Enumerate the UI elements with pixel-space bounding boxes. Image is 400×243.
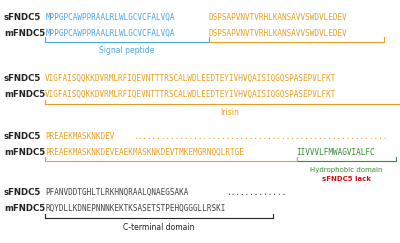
Text: PFANVDDTGHLTLRKHNQRAALQNAEGSAKA: PFANVDDTGHLTLRKHNQRAALQNAEGSAKA [45, 188, 188, 198]
Text: mFNDC5: mFNDC5 [4, 204, 45, 213]
Text: Signal peptide: Signal peptide [99, 45, 155, 55]
Text: DSPSAPVNVTVRHLKANSAVVSWDVLEDEV: DSPSAPVNVTVRHLKANSAVVSWDVLEDEV [209, 13, 348, 22]
Text: RQYDLLKDNEPNNNKEKTKSASETSTPEHQGGGLLRSKI: RQYDLLKDNEPNNNKEKTKSASETSTPEHQGGGLLRSKI [45, 204, 226, 213]
Text: Hydrophobic domain: Hydrophobic domain [310, 167, 383, 173]
Text: sFNDC5: sFNDC5 [4, 13, 41, 22]
Text: .............: ............. [226, 188, 286, 198]
Text: mFNDC5: mFNDC5 [4, 29, 45, 38]
Text: Irisin: Irisin [220, 108, 239, 117]
Text: sFNDC5: sFNDC5 [4, 188, 41, 198]
Text: mFNDC5: mFNDC5 [4, 90, 45, 99]
Text: mFNDC5: mFNDC5 [4, 148, 45, 157]
Text: IIVVVLFMWAGVIALFC: IIVVVLFMWAGVIALFC [297, 148, 375, 157]
Text: PREAEKMASKNKDEVEAEKMASKNKDEVTMKEMGRNQQLRTGE: PREAEKMASKNKDEVEAEKMASKNKDEVTMKEMGRNQQLR… [45, 148, 244, 157]
Text: VIGFAISQQKKDVRMLRFIQEVNTTTRSCALWDLEEDTEYIVHVQAISIQGQSPASEPVLFKT: VIGFAISQQKKDVRMLRFIQEVNTTTRSCALWDLEEDTEY… [45, 90, 336, 99]
Text: .......................................................: ........................................… [133, 132, 387, 141]
Text: MPPGPCAWPPRAALRLWLGCVCFALVQA: MPPGPCAWPPRAALRLWLGCVCFALVQA [45, 29, 175, 38]
Text: sFNDC5 lack: sFNDC5 lack [322, 176, 371, 182]
Text: DSPSAPVNVTVRHLKANSAVVSWDVLEDEV: DSPSAPVNVTVRHLKANSAVVSWDVLEDEV [209, 29, 348, 38]
Text: sFNDC5: sFNDC5 [4, 74, 41, 83]
Text: C-terminal domain: C-terminal domain [124, 224, 195, 233]
Text: PREAEKMASKNKDEV: PREAEKMASKNKDEV [45, 132, 114, 141]
Text: sFNDC5: sFNDC5 [4, 132, 41, 141]
Text: VIGFAISQQKKDVRMLRFIQEVNTTTRSCALWDLEEDTEYIVHVQAISIQGQSPASEPVLFKT: VIGFAISQQKKDVRMLRFIQEVNTTTRSCALWDLEEDTEY… [45, 74, 336, 83]
Text: MPPGPCAWPPRAALRLWLGCVCFALVQA: MPPGPCAWPPRAALRLWLGCVCFALVQA [45, 13, 175, 22]
